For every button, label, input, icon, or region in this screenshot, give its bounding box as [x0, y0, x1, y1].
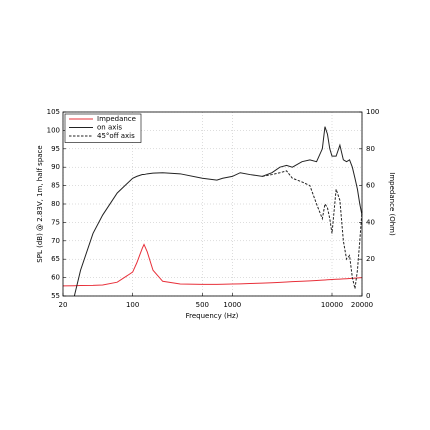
y2-tick-label: 80 — [366, 145, 375, 153]
x-tick-label: 500 — [196, 301, 209, 309]
x-tick-label: 10000 — [321, 301, 343, 309]
legend-label: 45°off axis — [97, 132, 135, 140]
y-tick-label: 90 — [51, 163, 60, 171]
x-tick-label: 20 — [59, 301, 68, 309]
y2-tick-label: 60 — [366, 182, 375, 190]
x-tick-label: 1000 — [223, 301, 241, 309]
x-axis-title: Frequency (Hz) — [186, 312, 239, 320]
y-tick-label: 65 — [51, 255, 60, 263]
y2-axis-title: Impedance (Ohm) — [388, 172, 396, 236]
series-line — [62, 243, 363, 287]
y2-tick-label: 100 — [366, 108, 379, 116]
plot-frame — [62, 111, 363, 297]
series-line — [262, 170, 363, 289]
y-tick-label: 75 — [51, 218, 60, 226]
series-line — [73, 126, 363, 297]
y2-tick-label: 40 — [366, 218, 375, 226]
y-tick-label: 70 — [51, 237, 60, 245]
x-tick-label: 100 — [126, 301, 139, 309]
y-axis-title: SPL (dB) @ 2.83V, 1m, half space — [36, 145, 44, 262]
legend-label: Impedance — [97, 115, 136, 123]
y2-tick-label: 0 — [366, 292, 370, 300]
y-tick-label: 85 — [51, 182, 60, 190]
y-tick-label: 100 — [47, 126, 60, 134]
y-tick-label: 80 — [51, 200, 60, 208]
legend-label: on axis — [97, 124, 122, 132]
y-tick-label: 105 — [47, 108, 60, 116]
y-tick-label: 55 — [51, 292, 60, 300]
x-tick-label: 20000 — [351, 301, 373, 309]
y2-tick-label: 20 — [366, 255, 375, 263]
y-tick-label: 95 — [51, 145, 60, 153]
y-tick-label: 60 — [51, 274, 60, 282]
